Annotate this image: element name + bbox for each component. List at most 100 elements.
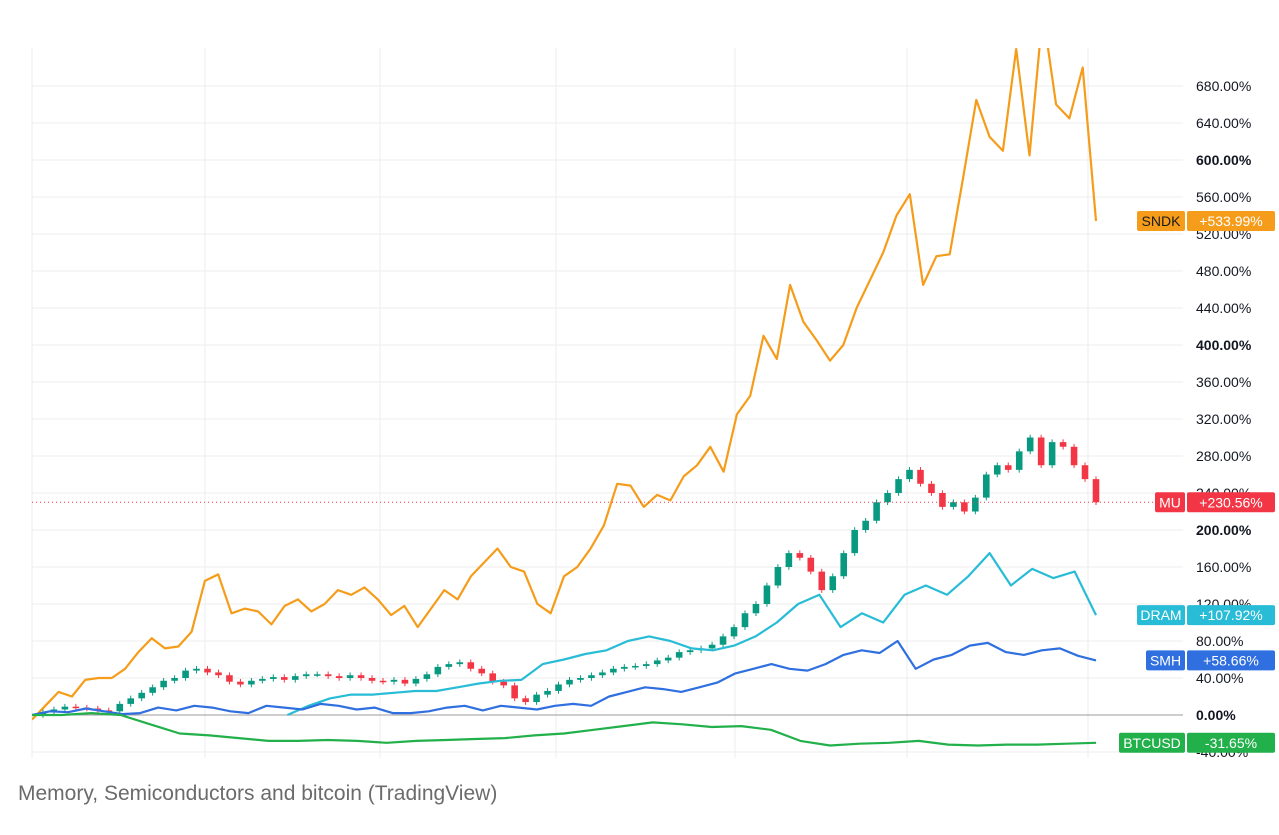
y-tick-label: 600.00% [1196, 152, 1252, 168]
candle [1026, 437, 1034, 452]
series-sndk-line [32, 48, 1098, 721]
candle [675, 652, 683, 658]
candle [763, 585, 771, 604]
candle [621, 666, 628, 669]
candle [204, 668, 211, 673]
series-value-tag [1187, 732, 1275, 753]
candle [138, 692, 145, 699]
y-tick-label: 480.00% [1196, 263, 1251, 279]
series-mu-last-label: MU +230.56% [1155, 492, 1275, 513]
candle [259, 678, 266, 681]
candle [566, 679, 573, 685]
candle [917, 469, 924, 484]
series-name-tag [1119, 732, 1185, 753]
y-tick-label: 400.00% [1196, 337, 1252, 353]
candle [983, 474, 990, 498]
candle [346, 675, 354, 678]
candle [226, 675, 233, 682]
y-tick-label: 680.00% [1196, 78, 1251, 94]
candle [270, 677, 277, 679]
candle [467, 662, 475, 669]
y-tick-label: 200.00% [1196, 522, 1252, 538]
series-smh-last-label: SMH +58.66% [1146, 650, 1275, 671]
candle [642, 664, 650, 666]
candle [829, 576, 837, 591]
series-value-text: +533.99% [1199, 213, 1262, 229]
candle [182, 670, 189, 678]
candle [1092, 479, 1100, 503]
chart-caption: Memory, Semiconductors and bitcoin (Trad… [18, 782, 498, 805]
candle [1004, 465, 1012, 470]
candle [313, 674, 321, 676]
candle [533, 694, 540, 703]
y-tick-label: 0.00% [1196, 707, 1236, 723]
candle [434, 666, 442, 675]
candle [379, 680, 387, 683]
candle [1059, 442, 1067, 447]
candle [1015, 451, 1023, 470]
candle [555, 684, 562, 691]
candle [478, 668, 486, 674]
plot-area [31, 48, 1183, 747]
grid [31, 48, 1183, 758]
candle [324, 674, 332, 677]
candle [818, 571, 826, 591]
candle [357, 675, 365, 678]
candle [774, 567, 782, 586]
candle [127, 698, 135, 704]
series-value-tag [1187, 492, 1275, 513]
series-value-text: +107.92% [1199, 607, 1262, 623]
candle [851, 530, 858, 554]
candle [116, 703, 124, 712]
series-value-tag [1187, 650, 1275, 671]
series-name-tag [1137, 605, 1185, 626]
series-name-text: BTCUSD [1123, 735, 1181, 751]
series-name-tag [1146, 650, 1185, 671]
candle [895, 479, 902, 493]
y-tick-label: 40.00% [1196, 670, 1243, 686]
candle [884, 493, 891, 503]
series-name-text: SMH [1150, 652, 1181, 668]
candle [335, 676, 343, 678]
candle [489, 673, 496, 682]
candle [61, 706, 69, 710]
series-dram-last-label: DRAM +107.92% [1137, 605, 1275, 626]
series-name-text: MU [1159, 494, 1181, 510]
candle [171, 678, 178, 681]
candle [796, 553, 804, 558]
candle [390, 679, 398, 682]
candle [291, 676, 299, 680]
candle [993, 465, 1001, 475]
y-tick-label: 160.00% [1196, 559, 1251, 575]
candle [500, 681, 507, 686]
candle [599, 672, 606, 676]
y-tick-label: 280.00% [1196, 448, 1251, 464]
candle [1070, 446, 1078, 466]
candle [215, 672, 222, 676]
series-last-value-labels: SNDK +533.99% MU +230.56% DRAM +107.92% SMH +58… [1119, 211, 1275, 753]
candle [752, 604, 760, 614]
candle [741, 613, 749, 628]
candle [193, 668, 200, 671]
candle [149, 687, 156, 693]
candle [873, 502, 880, 521]
candle [72, 706, 80, 709]
series-value-text: -31.65% [1205, 735, 1257, 751]
series-value-tag [1187, 211, 1275, 232]
candle [840, 553, 848, 577]
y-tick-label: 640.00% [1196, 115, 1251, 131]
candle [511, 685, 518, 699]
candle [928, 483, 935, 493]
series-name-text: SNDK [1142, 213, 1182, 229]
series-name-tag [1155, 492, 1185, 513]
candle [302, 674, 310, 677]
candle [906, 469, 913, 480]
candle [588, 675, 595, 678]
series-smh-line [31, 639, 1097, 717]
candle [1048, 442, 1056, 466]
candle [610, 668, 617, 673]
candle [730, 627, 738, 637]
candle [1037, 437, 1045, 466]
candle [664, 657, 672, 661]
candle [1081, 465, 1089, 480]
